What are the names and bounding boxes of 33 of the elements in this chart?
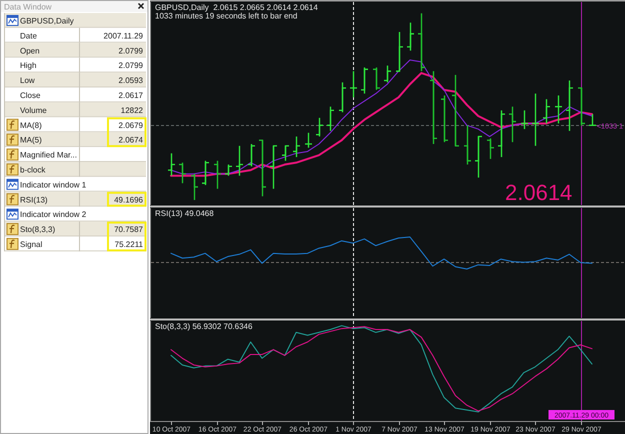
category-label: MA(8): [20, 120, 42, 130]
category-label: Signal: [20, 240, 42, 249]
category-label: Magnified Mar...: [20, 150, 77, 160]
category-label: Indicator window 1: [20, 180, 87, 190]
category-label: Low: [20, 76, 35, 86]
chart-title: Sto(8,3,3) 56.9302 70.6346: [155, 322, 253, 331]
text: 49.1696: [114, 195, 143, 204]
category-label: GBPUSD,Daily: [20, 16, 74, 26]
category-label: Close: [20, 90, 42, 100]
text: 2007.11.29: [104, 31, 143, 40]
text: 75.2211: [114, 240, 143, 249]
text: 12822: [120, 106, 143, 115]
text: 2.0674: [118, 136, 143, 145]
text: 70.7587: [114, 225, 143, 234]
category-label: Indicator window 2: [20, 210, 87, 220]
chart-subtitle: 1033 minutes 19 seconds left to bar end: [155, 12, 298, 20]
chart-title: RSI(13) 49.0468: [155, 209, 214, 218]
annotation: 2.0614: [505, 180, 572, 205]
category-label: Sto(8,3,3): [20, 225, 56, 234]
category-label: High: [20, 61, 36, 70]
text: 2.0799: [118, 46, 143, 56]
chart-title: GBPUSD,Daily 2.0615 2.0665 2.0614 2.0614: [155, 3, 318, 12]
text: 2.0617: [118, 90, 143, 100]
text: 2.0679: [118, 120, 143, 130]
text: Data Window: [4, 2, 52, 12]
text: 2.0593: [118, 76, 143, 86]
category-label: Volume: [20, 106, 48, 115]
category-label: Date: [20, 31, 38, 40]
category-label: RSI(13): [20, 195, 48, 204]
category-label: Open: [20, 46, 40, 56]
category-label: b-clock: [20, 165, 46, 174]
text: 2.0799: [118, 61, 143, 70]
category-label: MA(5): [20, 136, 42, 145]
